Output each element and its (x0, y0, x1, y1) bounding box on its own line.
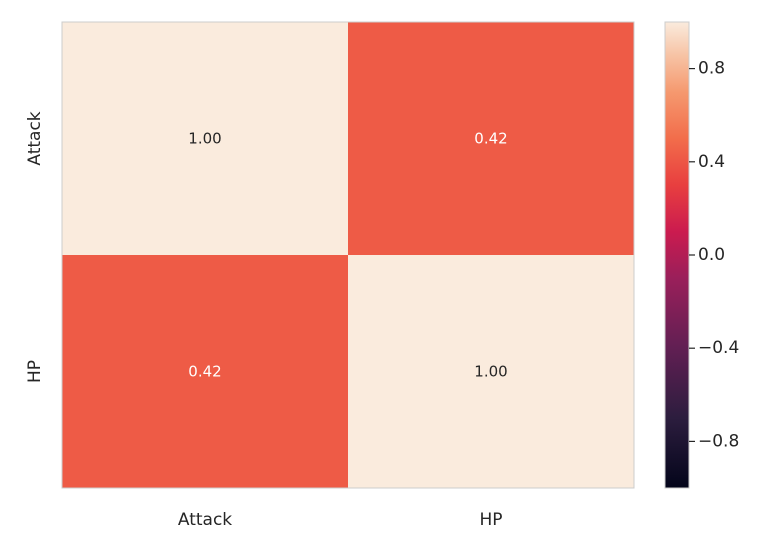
cell-label: 1.00 (188, 130, 221, 148)
heatmap-cell-attack-attack (62, 22, 348, 255)
heatmap-cells: 1.00 0.42 0.42 1.00 (61, 21, 635, 489)
heatmap-cell-attack-hp (348, 22, 634, 255)
colorbar: 0.8 0.4 0.0 −0.4 −0.8 (664, 21, 739, 489)
plot-frame (61, 21, 635, 489)
y-tick-label: Attack (25, 111, 45, 165)
colorbar-gradient (664, 21, 690, 489)
cell-label: 0.42 (474, 130, 507, 148)
colorbar-tick-label: 0.0 (698, 245, 725, 265)
cell-label: 0.42 (188, 363, 221, 381)
colorbar-tick-label: −0.4 (698, 338, 739, 358)
colorbar-tick-label: 0.4 (698, 152, 725, 172)
y-tick-label: HP (25, 360, 45, 383)
x-tick-label: Attack (178, 510, 232, 530)
heatmap-cell-hp-attack (62, 255, 348, 488)
heatmap-cell-hp-hp (348, 255, 634, 488)
x-tick-label: HP (479, 510, 502, 530)
cell-label: 1.00 (474, 363, 507, 381)
x-axis-ticks: Attack HP (178, 510, 503, 530)
colorbar-tick-label: 0.8 (698, 59, 725, 79)
colorbar-tick-label: −0.8 (698, 431, 739, 451)
y-axis-ticks: Attack HP (25, 111, 45, 383)
